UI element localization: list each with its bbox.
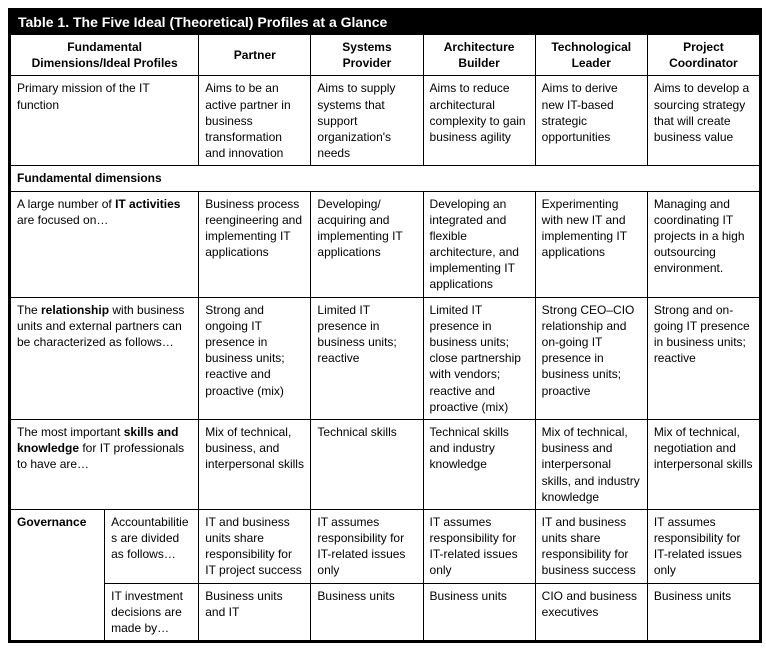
skills-tech: Mix of technical, business and interpers… — [535, 419, 647, 509]
activities-label-post: are focused on… — [17, 213, 108, 227]
gov-inv-tech: CIO and business executives — [535, 583, 647, 641]
mission-tech: Aims to derive new IT-based strategic op… — [535, 76, 647, 166]
relationship-systems: Limited IT presence in business units; r… — [311, 297, 423, 419]
header-systems: Systems Provider — [311, 35, 423, 76]
skills-label-pre: The most important — [17, 425, 124, 439]
gov-label: Governance — [11, 509, 105, 640]
gov-acc-systems: IT assumes responsibility for IT-related… — [311, 509, 423, 583]
mission-label: Primary mission of the IT function — [11, 76, 199, 166]
header-dimensions: Fundamental Dimensions/Ideal Profiles — [11, 35, 199, 76]
section-label: Fundamental dimensions — [11, 166, 760, 191]
activities-label-bold: IT activities — [115, 197, 180, 211]
header-row: Fundamental Dimensions/Ideal Profiles Pa… — [11, 35, 760, 76]
skills-partner: Mix of technical, business, and interper… — [199, 419, 311, 509]
relationship-proj: Strong and on-going IT presence in busin… — [647, 297, 759, 419]
row-gov-acc: Governance Accountabilities are divided … — [11, 509, 760, 583]
row-skills: The most important skills and knowledge … — [11, 419, 760, 509]
relationship-arch: Limited IT presence in business units; c… — [423, 297, 535, 419]
skills-systems: Technical skills — [311, 419, 423, 509]
relationship-partner: Strong and ongoing IT presence in busine… — [199, 297, 311, 419]
activities-label-pre: A large number of — [17, 197, 115, 211]
relationship-tech: Strong CEO–CIO relationship and on-going… — [535, 297, 647, 419]
header-architecture: Architecture Builder — [423, 35, 535, 76]
gov-inv-partner: Business units and IT — [199, 583, 311, 641]
gov-inv-sublabel: IT investment decisions are made by… — [105, 583, 199, 641]
gov-acc-partner: IT and business units share responsibili… — [199, 509, 311, 583]
activities-partner: Business process reengineering and imple… — [199, 191, 311, 297]
mission-arch: Aims to reduce architectural complexity … — [423, 76, 535, 166]
gov-inv-arch: Business units — [423, 583, 535, 641]
skills-arch: Technical skills and industry knowledge — [423, 419, 535, 509]
row-section: Fundamental dimensions — [11, 166, 760, 191]
mission-partner: Aims to be an active partner in business… — [199, 76, 311, 166]
table-container: Table 1. The Five Ideal (Theoretical) Pr… — [8, 8, 762, 643]
activities-arch: Developing an integrated and flexible ar… — [423, 191, 535, 297]
relationship-label: The relationship with business units and… — [11, 297, 199, 419]
relationship-label-pre: The — [17, 303, 41, 317]
row-activities: A large number of IT activities are focu… — [11, 191, 760, 297]
gov-inv-proj: Business units — [647, 583, 759, 641]
skills-proj: Mix of technical, negotiation and interp… — [647, 419, 759, 509]
header-technological: Technological Leader — [535, 35, 647, 76]
activities-proj: Managing and coordinating IT projects in… — [647, 191, 759, 297]
relationship-label-bold: relationship — [41, 303, 109, 317]
gov-acc-tech: IT and business units share responsibili… — [535, 509, 647, 583]
row-gov-inv: IT investment decisions are made by… Bus… — [11, 583, 760, 641]
table-title: Table 1. The Five Ideal (Theoretical) Pr… — [10, 10, 760, 34]
activities-tech: Experimenting with new IT and implementi… — [535, 191, 647, 297]
gov-acc-proj: IT assumes responsibility for IT-related… — [647, 509, 759, 583]
row-mission: Primary mission of the IT function Aims … — [11, 76, 760, 166]
header-project: Project Coordinator — [647, 35, 759, 76]
gov-acc-arch: IT assumes responsibility for IT-related… — [423, 509, 535, 583]
mission-proj: Aims to develop a sourcing strategy that… — [647, 76, 759, 166]
skills-label: The most important skills and knowledge … — [11, 419, 199, 509]
mission-systems: Aims to supply systems that support orga… — [311, 76, 423, 166]
profiles-table: Fundamental Dimensions/Ideal Profiles Pa… — [10, 34, 760, 641]
gov-acc-sublabel: Accountabilities are divided as follows… — [105, 509, 199, 583]
gov-inv-systems: Business units — [311, 583, 423, 641]
activities-label: A large number of IT activities are focu… — [11, 191, 199, 297]
row-relationship: The relationship with business units and… — [11, 297, 760, 419]
activities-systems: Developing/ acquiring and implementing I… — [311, 191, 423, 297]
header-partner: Partner — [199, 35, 311, 76]
